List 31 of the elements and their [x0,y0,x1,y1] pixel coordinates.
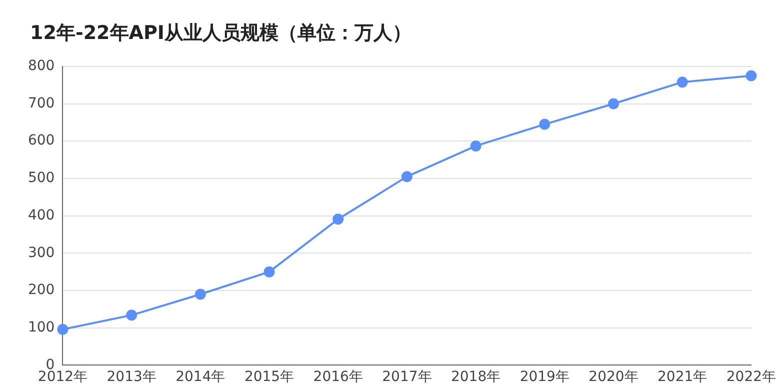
point [126,310,138,321]
x-tick-label: 2017年 [382,369,432,386]
chart-title: 12年-22年API从业人员规模（单位：万人） [30,21,412,46]
point [332,214,344,225]
x-tick-label: 2019年 [520,369,570,386]
y-tick-label: 400 [28,207,55,224]
x-tick-label: 2018年 [450,369,501,386]
point [57,324,68,335]
point [676,76,688,88]
x-tick-label: 2022年 [726,369,776,386]
point [539,118,550,130]
x-tick-label: 2015年 [244,369,294,386]
x-tick-label: 2014年 [176,369,226,386]
y-tick-label: 600 [28,132,55,149]
point [608,98,619,110]
point [401,171,412,182]
point [746,70,757,82]
y-tick-label: 200 [28,282,55,298]
x-tick-label: 2012年 [38,369,88,386]
point [264,266,275,278]
x-tick-label: 2020年 [588,369,638,386]
y-tick-label: 700 [28,95,55,112]
x-tick-label: 2016年 [313,369,363,386]
point [194,288,206,300]
y-tick-label: 300 [28,244,55,261]
y-tick-label: 800 [28,58,55,74]
point [470,140,482,152]
y-tick-label: 500 [28,170,55,186]
x-tick-label: 2021年 [658,369,708,386]
y-tick-label: 100 [28,319,55,336]
x-tick-label: 2013年 [106,369,156,386]
